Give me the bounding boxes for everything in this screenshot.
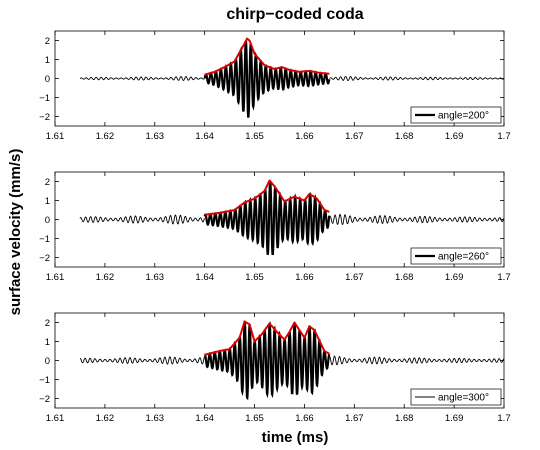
- y-tick-label: −1: [39, 375, 50, 386]
- signal-line-post: [329, 76, 504, 81]
- legend-label: angle=260°: [438, 252, 489, 263]
- x-tick-label: 1.68: [395, 272, 414, 283]
- y-tick-label: 0: [45, 215, 50, 226]
- x-tick-label: 1.67: [345, 131, 364, 142]
- x-tick-label: 1.7: [497, 131, 510, 142]
- signal-line-post: [329, 213, 504, 226]
- envelope-line: [204, 179, 330, 216]
- signal-burst-line: [204, 320, 331, 401]
- y-tick-label: 0: [45, 74, 50, 85]
- x-tick-label: 1.65: [245, 131, 264, 142]
- x-tick-label: 1.68: [395, 131, 414, 142]
- y-tick-label: 0: [45, 356, 50, 367]
- x-tick-label: 1.66: [295, 272, 314, 283]
- x-tick-label: 1.68: [395, 413, 414, 424]
- x-tick-label: 1.67: [345, 413, 364, 424]
- envelope-line: [204, 320, 330, 356]
- signal-burst-line: [203, 40, 331, 118]
- y-tick-label: −1: [39, 93, 50, 104]
- y-tick-label: 2: [45, 318, 50, 329]
- y-tick-label: 2: [45, 177, 50, 188]
- subplots: 1.61 1.62 1.63 1.64 1.65 1.66 1.67 1.68 1.69 1.7 2…: [39, 30, 511, 424]
- legend: angle=260°: [410, 247, 502, 265]
- y-tick-label: −2: [39, 253, 50, 264]
- x-tick-label: 1.7: [497, 413, 510, 424]
- legend: angle=300°: [410, 388, 502, 406]
- legend-box: [410, 106, 502, 124]
- signal-line-post: [329, 355, 504, 366]
- x-tick-label: 1.66: [295, 413, 314, 424]
- y-tick-label: −1: [39, 234, 50, 245]
- x-tick-label: 1.69: [445, 272, 464, 283]
- y-tick-label: 1: [45, 196, 50, 207]
- signal-burst-line: [203, 180, 331, 256]
- x-tick-label: 1.69: [445, 413, 464, 424]
- y-tick-label: 1: [45, 55, 50, 66]
- x-tick-label: 1.69: [445, 131, 464, 142]
- x-axis-label: time (ms): [262, 429, 329, 446]
- legend-label: angle=300°: [438, 393, 489, 404]
- x-tick-label: 1.62: [96, 131, 115, 142]
- x-tick-label: 1.61: [46, 413, 65, 424]
- y-tick-label: −2: [39, 112, 50, 123]
- x-tick-label: 1.64: [195, 413, 214, 424]
- x-tick-label: 1.61: [46, 272, 65, 283]
- legend-label: angle=200°: [438, 111, 489, 122]
- x-tick-label: 1.7: [497, 272, 510, 283]
- x-tick-label: 1.65: [245, 272, 264, 283]
- x-tick-label: 1.62: [96, 272, 115, 283]
- x-tick-label: 1.62: [96, 413, 115, 424]
- x-tick-label: 1.64: [195, 272, 214, 283]
- subplot-3: 1.61 1.62 1.63 1.64 1.65 1.66 1.67 1.68 1.69 1.7 2…: [39, 312, 511, 424]
- x-tick-label: 1.67: [345, 272, 364, 283]
- x-tick-label: 1.61: [46, 131, 65, 142]
- y-tick-label: 1: [45, 337, 50, 348]
- x-tick-label: 1.63: [146, 131, 165, 142]
- subplot-1: 1.61 1.62 1.63 1.64 1.65 1.66 1.67 1.68 1.69 1.7 2…: [39, 30, 511, 142]
- x-tick-label: 1.66: [295, 131, 314, 142]
- y-axis-label: surface velocity (mm/s): [7, 149, 24, 316]
- x-tick-label: 1.63: [146, 272, 165, 283]
- signal-line-pre: [79, 214, 205, 225]
- x-tick-label: 1.64: [195, 131, 214, 142]
- signal-line-pre: [79, 356, 205, 365]
- y-tick-label: −2: [39, 394, 50, 405]
- chart-title: chirp−coded coda: [226, 6, 363, 23]
- legend: angle=200°: [410, 106, 502, 124]
- x-tick-label: 1.63: [146, 413, 165, 424]
- envelope-line: [204, 37, 330, 76]
- x-tick-label: 1.65: [245, 413, 264, 424]
- subplot-2: 1.61 1.62 1.63 1.64 1.65 1.66 1.67 1.68 1.69 1.7 2…: [39, 171, 511, 283]
- legend-box: [410, 247, 502, 265]
- y-tick-label: 2: [45, 36, 50, 47]
- signal-line-pre: [79, 76, 205, 81]
- legend-box: [410, 388, 502, 406]
